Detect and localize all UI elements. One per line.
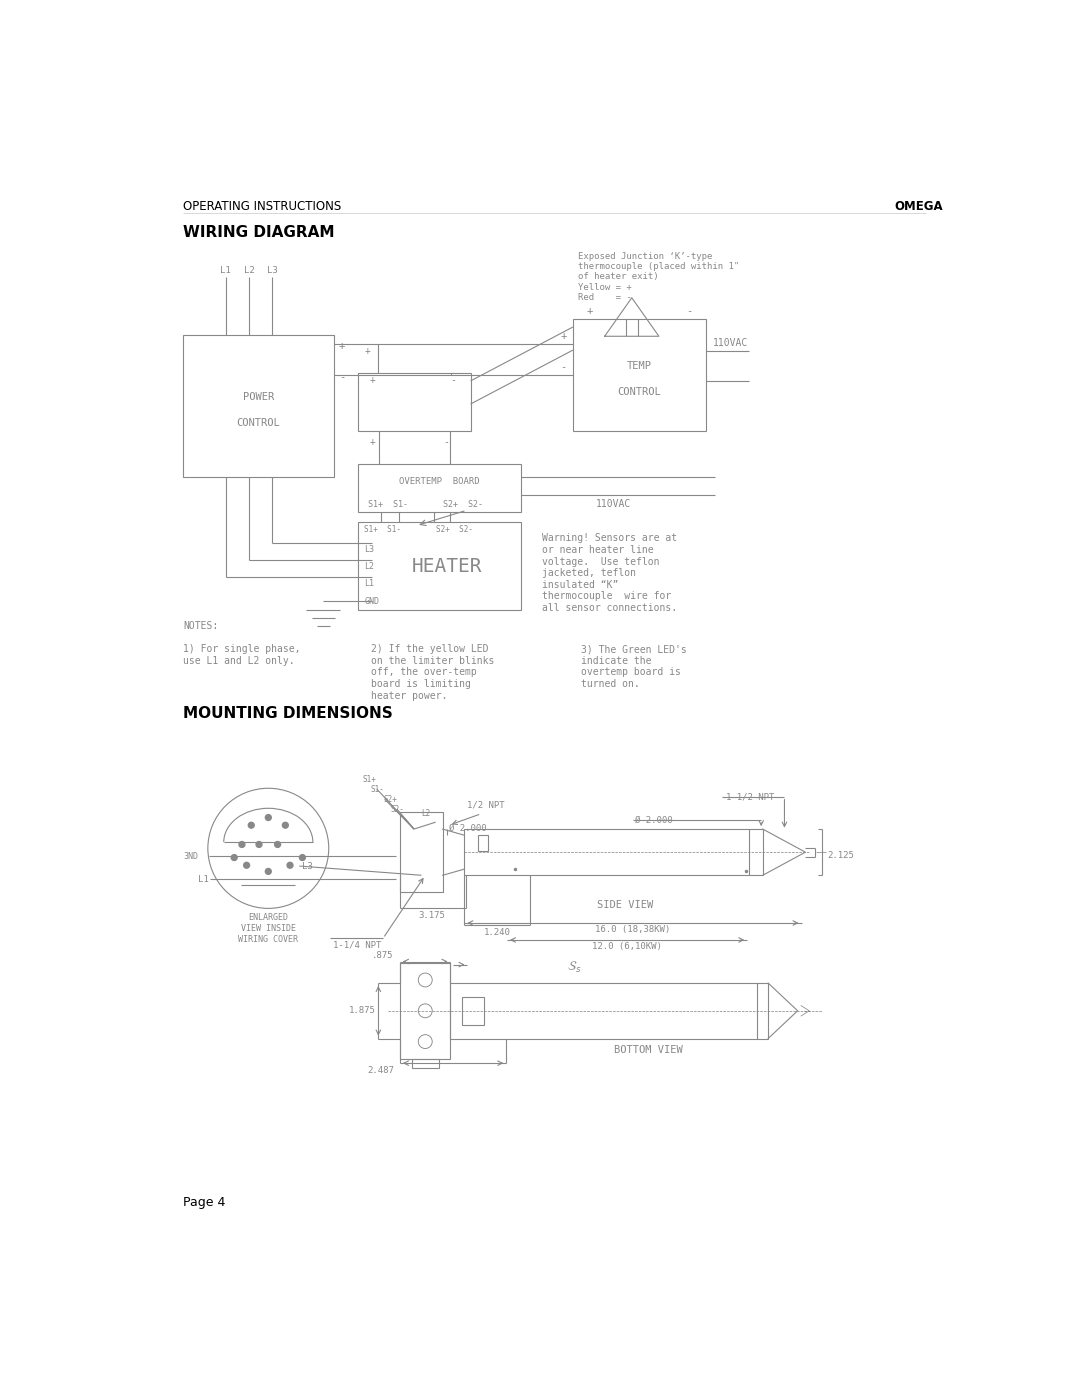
Bar (400, 812, 443, 893)
Text: Ø 2.000: Ø 2.000 (449, 824, 486, 833)
Text: +: + (369, 437, 376, 447)
Text: +: + (586, 306, 593, 316)
Text: 3.175: 3.175 (419, 911, 446, 919)
Text: GND: GND (364, 597, 379, 606)
Text: .875: .875 (373, 951, 394, 960)
Text: NOTES:: NOTES: (183, 622, 218, 631)
Circle shape (231, 855, 238, 861)
Text: VIEW INSIDE: VIEW INSIDE (241, 923, 296, 933)
Circle shape (282, 823, 288, 828)
Text: 1) For single phase,
use L1 and L2 only.: 1) For single phase, use L1 and L2 only. (183, 644, 300, 666)
Text: OVERTEMP  BOARD: OVERTEMP BOARD (400, 478, 480, 486)
Text: L2: L2 (244, 265, 254, 275)
Text: L3: L3 (267, 265, 278, 275)
Circle shape (256, 841, 262, 848)
Text: 16.0 (18,38KW): 16.0 (18,38KW) (595, 925, 671, 935)
Text: S2+: S2+ (383, 795, 396, 805)
Text: 12.0 (6,10KW): 12.0 (6,10KW) (592, 942, 662, 951)
Text: 1.240: 1.240 (484, 928, 511, 936)
Bar (478, 835, 488, 851)
Text: 1-1/2 NPT: 1-1/2 NPT (726, 792, 774, 802)
Text: 3ND: 3ND (183, 852, 198, 861)
Bar (450, 983, 768, 1038)
Text: L2: L2 (364, 562, 375, 571)
Text: S2+  S2-: S2+ S2- (435, 525, 473, 534)
Text: S2-: S2- (391, 805, 405, 813)
Circle shape (266, 869, 271, 875)
Bar (359, 464, 521, 511)
Bar (359, 522, 521, 610)
Bar (464, 828, 762, 876)
Text: ENLARGED: ENLARGED (248, 914, 288, 922)
Text: BOTTOM VIEW: BOTTOM VIEW (613, 1045, 683, 1055)
Text: CONTROL: CONTROL (618, 387, 661, 397)
Text: -: - (339, 372, 346, 381)
Text: S1-: S1- (370, 785, 384, 795)
Text: 1.875: 1.875 (349, 1006, 375, 1016)
Bar (183, 335, 334, 478)
Text: OPERATING INSTRUCTIONS: OPERATING INSTRUCTIONS (183, 200, 341, 212)
Circle shape (266, 814, 271, 820)
Text: 1-1/4 NPT: 1-1/4 NPT (333, 940, 381, 950)
Circle shape (239, 841, 245, 848)
Text: L2: L2 (422, 809, 431, 817)
Text: HEATER: HEATER (413, 556, 483, 576)
Text: S1+  S1-: S1+ S1- (364, 525, 402, 534)
Text: +: + (369, 374, 376, 384)
Text: L3: L3 (364, 545, 375, 555)
Text: 2.487: 2.487 (367, 1066, 394, 1076)
Circle shape (248, 823, 254, 828)
Text: L1: L1 (198, 875, 208, 884)
Text: 2) If the yellow LED
on the limiter blinks
off, the over-temp
board is limiting
: 2) If the yellow LED on the limiter blin… (372, 644, 495, 701)
Circle shape (244, 862, 249, 868)
Bar (462, 997, 484, 1024)
Text: TEMP: TEMP (627, 360, 652, 372)
Text: -: - (444, 437, 449, 447)
Text: L3: L3 (301, 862, 312, 870)
Text: -: - (686, 306, 692, 316)
Text: S1+  S1-: S1+ S1- (367, 500, 407, 509)
Text: +: + (561, 331, 567, 341)
Circle shape (287, 862, 293, 868)
Text: SIDE VIEW: SIDE VIEW (597, 900, 653, 909)
Text: WIRING COVER: WIRING COVER (239, 935, 298, 943)
Bar (411, 1059, 438, 1067)
Circle shape (299, 855, 306, 861)
Text: L1: L1 (220, 265, 231, 275)
Text: 110VAC: 110VAC (713, 338, 747, 348)
Text: -: - (561, 362, 567, 372)
Bar (359, 373, 471, 432)
Text: +: + (339, 341, 346, 351)
Text: CONTROL: CONTROL (237, 418, 281, 427)
Text: $\mathcal{S}_{s}$: $\mathcal{S}_{s}$ (567, 960, 581, 975)
Text: WIRING DIAGRAM: WIRING DIAGRAM (183, 225, 335, 240)
Bar (572, 320, 706, 432)
Bar (400, 963, 450, 1059)
Text: Warning! Sensors are at
or near heater line
voltage.  Use teflon
jacketed, teflo: Warning! Sensors are at or near heater l… (542, 534, 677, 613)
Text: 1/2 NPT: 1/2 NPT (468, 800, 505, 810)
Text: Ø 2.000: Ø 2.000 (635, 816, 673, 824)
Text: L1: L1 (364, 578, 375, 588)
Text: 3) The Green LED's
indicate the
overtemp board is
turned on.: 3) The Green LED's indicate the overtemp… (581, 644, 687, 689)
Text: Exposed Junction ‘K’-type
thermocouple (placed within 1"
of heater exit)
Yellow : Exposed Junction ‘K’-type thermocouple (… (578, 251, 740, 302)
Text: 2.125: 2.125 (827, 851, 854, 859)
Text: Page 4: Page 4 (183, 1196, 226, 1208)
Text: MOUNTING DIMENSIONS: MOUNTING DIMENSIONS (183, 705, 393, 721)
Text: S2+  S2-: S2+ S2- (444, 500, 484, 509)
Circle shape (274, 841, 281, 848)
Text: POWER: POWER (243, 391, 274, 402)
Text: -: - (450, 374, 457, 384)
Text: S1+: S1+ (363, 775, 377, 784)
Text: OMEGA: OMEGA (894, 200, 943, 212)
Text: 110VAC: 110VAC (596, 499, 632, 509)
Text: +: + (364, 345, 370, 355)
